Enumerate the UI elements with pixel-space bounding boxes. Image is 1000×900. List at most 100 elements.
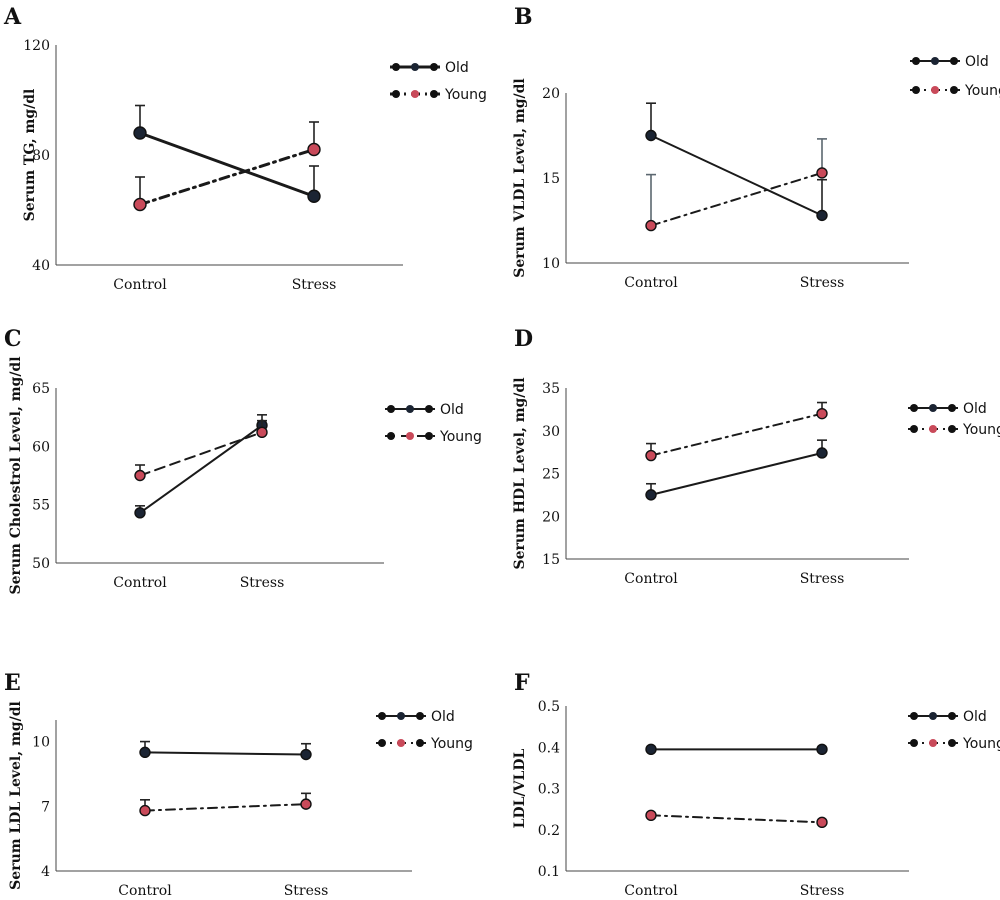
- y-axis-label: Serum LDL Level, mg/dl: [8, 701, 24, 890]
- y-tick-label: 0.5: [538, 699, 560, 715]
- legend-item-young: Young: [910, 83, 1000, 99]
- legend-item-young: Young: [376, 736, 473, 752]
- data-point: [816, 407, 828, 420]
- legend-label: Young: [962, 422, 1000, 438]
- x-tick-label: Control: [624, 275, 678, 291]
- legend-marker-right: [948, 404, 956, 412]
- data-point: [133, 197, 147, 212]
- y-tick-label: 80: [32, 148, 50, 164]
- x-tick-label: Control: [624, 571, 678, 587]
- legend-label: Young: [962, 736, 1000, 752]
- panel-letter: B: [514, 4, 533, 30]
- x-tick-label: Stress: [800, 571, 845, 587]
- series-young: [645, 809, 828, 829]
- series-young: [645, 401, 828, 462]
- series-young: [139, 792, 312, 817]
- legend-item-old: Old: [390, 60, 469, 76]
- y-tick-label: 50: [32, 556, 50, 572]
- legend-label: Young: [964, 83, 1000, 99]
- legend-marker-left: [387, 405, 395, 413]
- data-point: [645, 449, 657, 462]
- legend-marker: [931, 86, 939, 94]
- data-point: [816, 743, 828, 756]
- y-tick-label: 0.2: [538, 823, 560, 839]
- legend-label: Young: [444, 87, 487, 103]
- chart-panel-b: B 10 15 20 Control Stress Serum VLDL Level, mg…: [512, 4, 1000, 291]
- legend-item-old: Old: [376, 709, 455, 725]
- series-line: [650, 171, 823, 227]
- y-tick-label: 30: [542, 424, 560, 440]
- y-tick-label: 4: [41, 864, 50, 880]
- y-tick-label: 10: [542, 256, 560, 272]
- series-young: [133, 121, 321, 212]
- data-point: [256, 426, 268, 439]
- legend-marker: [411, 90, 419, 98]
- x-tick-label: Control: [118, 883, 172, 899]
- y-tick-label: 65: [32, 381, 50, 397]
- series-line: [650, 412, 823, 457]
- legend-marker-left: [392, 63, 400, 71]
- legend-marker-right: [416, 712, 424, 720]
- y-tick-label: 0.3: [538, 782, 560, 798]
- panel-letter: C: [4, 326, 22, 352]
- legend-marker-right: [948, 712, 956, 720]
- legend-marker: [929, 404, 937, 412]
- legend-marker-right: [948, 739, 956, 747]
- data-point: [645, 129, 657, 142]
- data-point: [300, 748, 312, 761]
- y-axis-label: Serum Cholestrol Level, mg/dl: [8, 356, 24, 594]
- legend-item-young: Young: [908, 736, 1000, 752]
- legend-marker-right: [430, 90, 438, 98]
- chart-panel-c: C 50 55 60 65 Control Stress Serum Cholestrol L…: [4, 326, 482, 595]
- series-old: [133, 104, 321, 203]
- y-axis-label: Serum VLDL Level, mg/dl: [512, 78, 528, 278]
- legend-marker-left: [392, 90, 400, 98]
- y-tick-label: 25: [542, 467, 560, 483]
- legend-item-young: Young: [908, 422, 1000, 438]
- y-axis-label: LDL/VLDL: [512, 749, 528, 829]
- data-point: [816, 447, 828, 459]
- x-tick-label: Stress: [800, 275, 845, 291]
- legend-marker-left: [387, 432, 395, 440]
- y-axis-label: Serum HDL Level, mg/dl: [512, 377, 528, 569]
- chart-panel-f: F 0.1 0.2 0.3 0.4 0.5 Control Stress LDL/VLDL Old…: [512, 670, 1000, 899]
- chart-panel-e: E 4 7 10 Control Stress Serum LDL Level, mg/dl…: [4, 670, 473, 899]
- y-axis-label: Serum TG, mg/dl: [22, 89, 38, 222]
- legend-marker: [406, 405, 414, 413]
- series-young: [645, 138, 828, 232]
- legend-marker-right: [425, 405, 433, 413]
- series-old: [645, 743, 828, 756]
- legend-marker-left: [378, 712, 386, 720]
- panel-letter: D: [514, 326, 533, 352]
- legend-marker-right: [416, 739, 424, 747]
- data-point: [133, 126, 147, 140]
- series-old: [139, 740, 312, 761]
- x-tick-label: Control: [113, 277, 167, 293]
- legend-marker-right: [425, 432, 433, 440]
- series-line: [139, 431, 263, 477]
- legend-label: Old: [963, 709, 987, 725]
- y-tick-label: 7: [41, 799, 50, 815]
- y-tick-label: 35: [542, 381, 560, 397]
- data-point: [139, 746, 151, 759]
- series-line: [144, 751, 307, 756]
- legend-marker: [406, 432, 414, 440]
- series-old: [645, 102, 828, 222]
- x-tick-label: Stress: [284, 883, 329, 899]
- y-tick-label: 15: [542, 171, 560, 187]
- data-point: [816, 816, 828, 829]
- legend-marker-right: [430, 63, 438, 71]
- legend-marker-right: [950, 86, 958, 94]
- legend-marker: [929, 712, 937, 720]
- y-tick-label: 60: [32, 439, 50, 455]
- panel-letter: A: [3, 4, 22, 30]
- x-tick-label: Stress: [292, 277, 337, 293]
- y-tick-label: 40: [32, 258, 50, 274]
- series-line: [144, 803, 307, 812]
- data-point: [307, 142, 321, 157]
- series-line: [650, 451, 823, 496]
- y-tick-label: 15: [542, 552, 560, 568]
- legend-label: Old: [445, 60, 469, 76]
- data-point: [816, 209, 828, 222]
- series-line: [139, 424, 263, 514]
